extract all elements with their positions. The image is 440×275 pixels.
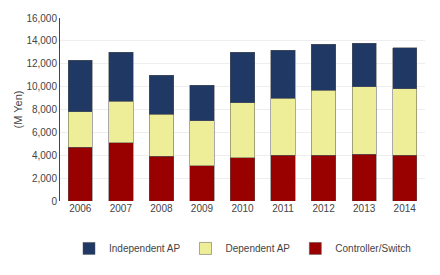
svg-text:16,000: 16,000 [26, 13, 57, 24]
svg-text:(M Yen): (M Yen) [12, 91, 24, 129]
svg-text:2014: 2014 [394, 203, 417, 214]
svg-text:2010: 2010 [231, 203, 254, 214]
svg-text:2011: 2011 [272, 203, 294, 214]
svg-text:4,000: 4,000 [32, 150, 57, 161]
svg-text:2,000: 2,000 [32, 173, 57, 184]
svg-text:2012: 2012 [312, 203, 335, 214]
svg-text:Independent AP: Independent AP [109, 243, 181, 254]
svg-text:Dependent AP: Dependent AP [226, 243, 291, 254]
svg-text:8,000: 8,000 [32, 104, 57, 115]
svg-text:2007: 2007 [110, 203, 133, 214]
svg-text:2008: 2008 [150, 203, 173, 214]
svg-text:0: 0 [51, 196, 57, 207]
svg-text:14,000: 14,000 [26, 35, 57, 46]
svg-text:2006: 2006 [69, 203, 92, 214]
svg-text:10,000: 10,000 [26, 81, 57, 92]
svg-text:6,000: 6,000 [32, 127, 57, 138]
svg-text:2013: 2013 [353, 203, 376, 214]
svg-text:12,000: 12,000 [26, 58, 57, 69]
svg-text:2009: 2009 [191, 203, 214, 214]
svg-text:Controller/Switch: Controller/Switch [335, 243, 411, 254]
